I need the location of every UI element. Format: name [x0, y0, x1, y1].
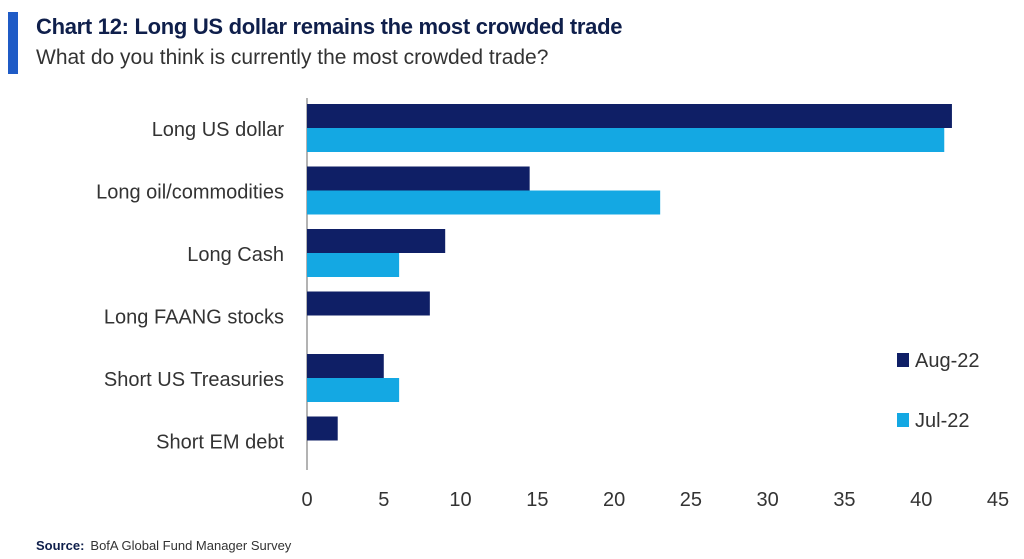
source-note: Source: BofA Global Fund Manager Survey	[36, 538, 291, 553]
bar-jul-22-4	[307, 378, 400, 402]
x-tick-label: 25	[680, 489, 702, 511]
x-tick-label: 40	[910, 489, 932, 511]
category-label: Short EM debt	[156, 432, 284, 454]
title-accent-bar	[8, 12, 18, 74]
x-tick-label: 45	[987, 489, 1009, 511]
bar-aug-22-2	[307, 229, 446, 253]
bar-jul-22-2	[307, 253, 400, 277]
bar-aug-22-4	[307, 354, 384, 378]
category-label: Long FAANG stocks	[104, 307, 284, 329]
x-tick-label: 15	[526, 489, 548, 511]
legend-swatch-jul-22	[897, 413, 909, 427]
bar-aug-22-1	[307, 166, 530, 191]
category-label: Long Cash	[187, 244, 284, 266]
category-label: Long US dollar	[152, 119, 285, 141]
legend-label-jul-22: Jul-22	[915, 410, 969, 432]
x-tick-label: 20	[603, 489, 625, 511]
bar-chart: Long US dollar Long oil/commodities Long C…	[96, 98, 1009, 511]
x-tick-label: 35	[833, 489, 855, 511]
legend-label-aug-22: Aug-22	[915, 350, 980, 372]
x-tick-label: 10	[449, 489, 471, 511]
category-label: Long oil/commodities	[96, 182, 284, 204]
source-label: Source:	[36, 538, 85, 553]
bar-jul-22-0	[307, 128, 945, 152]
bar-aug-22-5	[307, 416, 338, 441]
source-text: BofA Global Fund Manager Survey	[90, 538, 292, 553]
x-tick-label: 5	[378, 489, 389, 511]
x-tick-label: 0	[301, 489, 312, 511]
bar-aug-22-3	[307, 291, 430, 316]
legend-swatch-aug-22	[897, 353, 909, 367]
x-tick-label: 30	[757, 489, 779, 511]
bar-aug-22-0	[307, 104, 952, 128]
category-label: Short US Treasuries	[104, 369, 284, 391]
chart-title: Chart 12: Long US dollar remains the mos…	[36, 14, 623, 39]
bar-jul-22-1	[307, 190, 661, 215]
chart-subtitle: What do you think is currently the most …	[36, 46, 549, 69]
